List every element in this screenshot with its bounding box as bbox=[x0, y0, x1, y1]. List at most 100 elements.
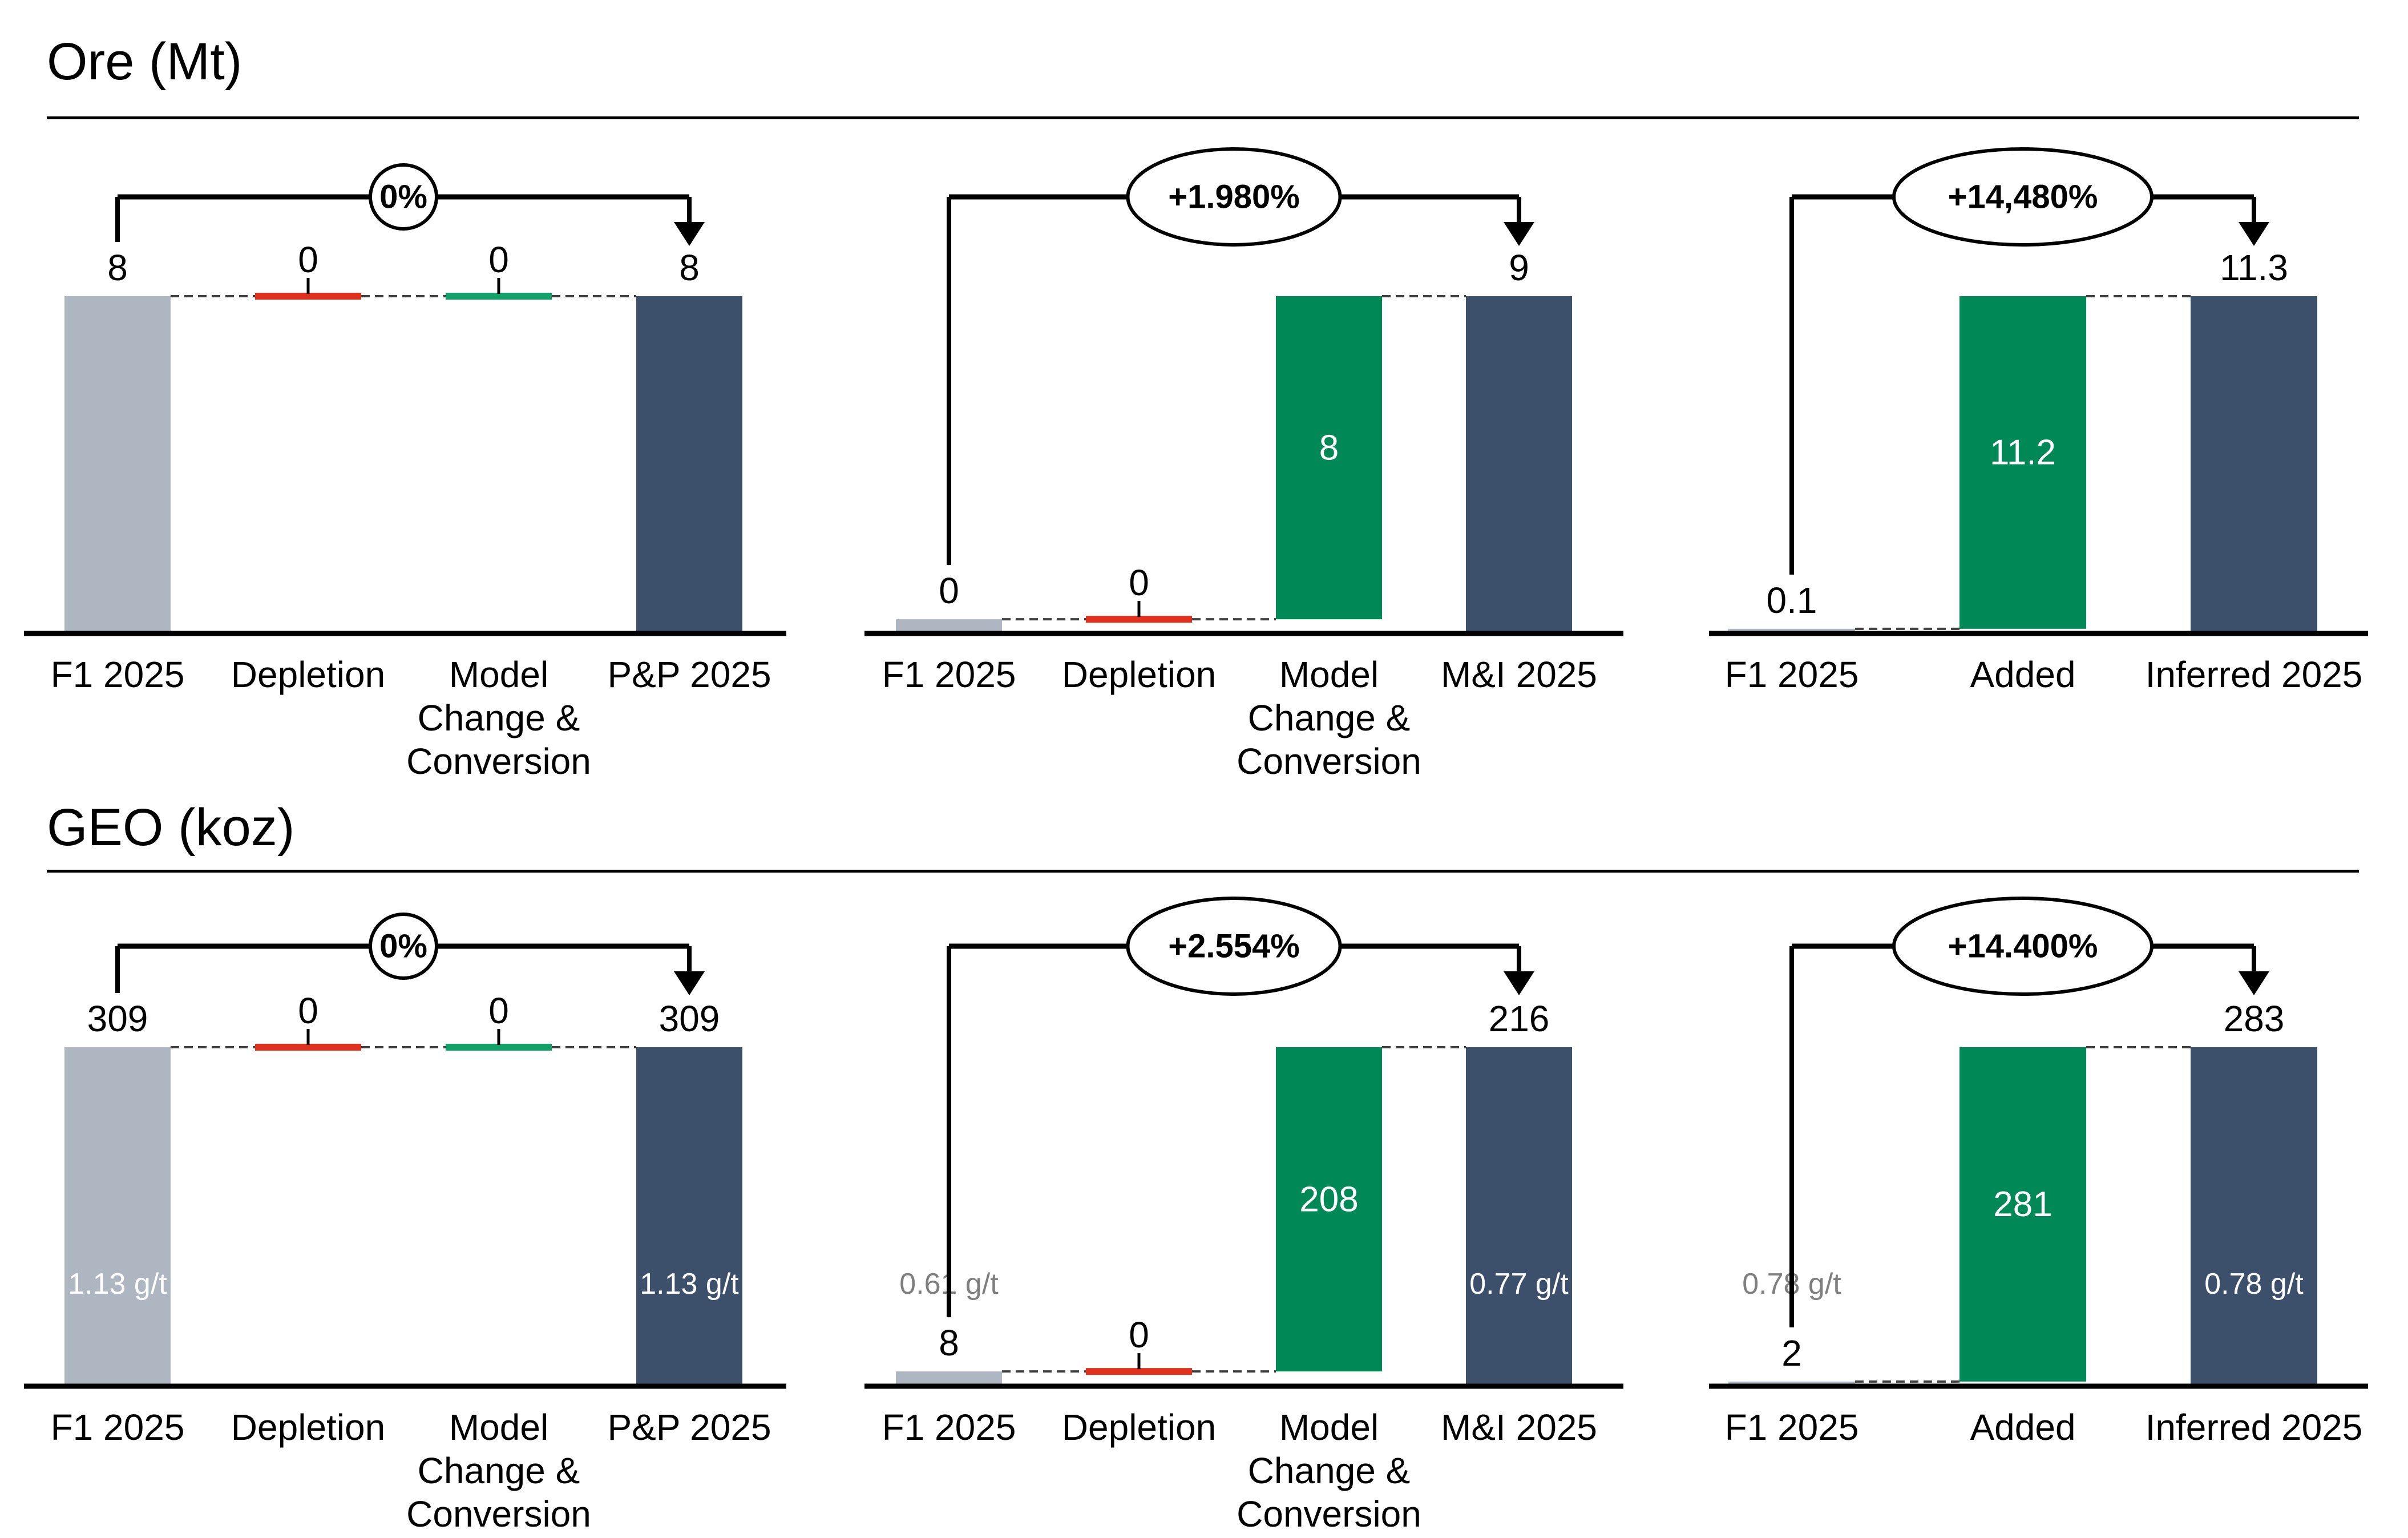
category-label-inferred-2025: Inferred 2025 bbox=[2146, 654, 2363, 695]
bar-m-i-2025 bbox=[1466, 1047, 1572, 1384]
category-label-model-change-conversion: Conversion bbox=[1237, 1493, 1421, 1535]
category-label-model-change-conversion: Conversion bbox=[1237, 741, 1421, 782]
value-label-f1-2025: 0.1 bbox=[1767, 580, 1817, 621]
category-label-f1-2025: F1 2025 bbox=[51, 1407, 185, 1448]
value-label-f1-2025: 8 bbox=[939, 1322, 959, 1363]
bar-added bbox=[1959, 296, 2086, 629]
in-bar-label-m-i-2025: 0.77 g/t bbox=[1469, 1267, 1569, 1301]
category-label-m-i-2025: M&I 2025 bbox=[1441, 654, 1597, 695]
in-bar-label-added: 281 bbox=[1993, 1185, 2052, 1224]
category-label-p-p-2025: P&P 2025 bbox=[607, 1407, 771, 1448]
arrowhead-down-icon bbox=[1504, 222, 1534, 246]
category-label-depletion: Depletion bbox=[1062, 1407, 1216, 1448]
bar-f1-2025 bbox=[896, 619, 1002, 631]
value-label-inferred-2025: 283 bbox=[2224, 998, 2285, 1039]
category-label-inferred-2025: Inferred 2025 bbox=[2146, 1407, 2363, 1448]
bar-model-change-conversion bbox=[1276, 1047, 1382, 1372]
value-label-m-i-2025: 216 bbox=[1489, 998, 1550, 1039]
category-label-f1-2025: F1 2025 bbox=[1725, 654, 1859, 695]
category-label-model-change-conversion: Conversion bbox=[406, 1493, 591, 1535]
value-label-depletion: 0 bbox=[298, 239, 318, 280]
bar-m-i-2025 bbox=[1466, 296, 1572, 631]
category-label-model-change-conversion: Change & bbox=[1248, 1450, 1411, 1491]
bar-model-change-conversion bbox=[1276, 296, 1382, 620]
arrowhead-down-icon bbox=[1504, 971, 1534, 995]
change-badge-label: +14.400% bbox=[1948, 928, 2098, 965]
value-label-depletion: 0 bbox=[1129, 562, 1149, 603]
category-label-model-change-conversion: Model bbox=[1279, 654, 1379, 695]
in-bar-label-model-change-conversion: 8 bbox=[1319, 429, 1339, 468]
section-title-ore: Ore (Mt) bbox=[47, 33, 243, 91]
zero-tick-model-change-conversion bbox=[446, 293, 552, 300]
in-bar-label-inferred-2025: 0.78 g/t bbox=[2204, 1267, 2304, 1301]
change-badge bbox=[1892, 147, 2154, 247]
section-divider-geo bbox=[47, 870, 2359, 873]
bar-f1-2025 bbox=[1728, 628, 1855, 631]
value-label-depletion: 0 bbox=[1129, 1314, 1149, 1355]
value-label-m-i-2025: 9 bbox=[1509, 247, 1529, 288]
zero-tick-depletion bbox=[255, 293, 361, 300]
zero-tick-model-change-conversion bbox=[446, 1044, 552, 1051]
waterfall-chart-3-geo-koz-p-p-2025: 309 1.13 g/t F1 2025 0 Depletion 0 ModelChange… bbox=[24, 913, 786, 1535]
category-label-model-change-conversion: Model bbox=[449, 1407, 548, 1448]
category-label-model-change-conversion: Model bbox=[449, 654, 548, 695]
bar-f1-2025 bbox=[64, 1047, 171, 1384]
category-label-model-change-conversion: Change & bbox=[418, 1450, 580, 1491]
change-badge-label: +2.554% bbox=[1168, 928, 1300, 965]
change-badge bbox=[369, 163, 438, 231]
value-label-model-change-conversion: 0 bbox=[488, 239, 509, 280]
arrowhead-down-icon bbox=[2239, 971, 2269, 995]
category-label-model-change-conversion: Conversion bbox=[406, 741, 591, 782]
value-label-p-p-2025: 8 bbox=[679, 247, 700, 288]
category-label-model-change-conversion: Change & bbox=[1248, 697, 1411, 738]
bar-f1-2025 bbox=[1728, 1381, 1855, 1384]
bar-inferred-2025 bbox=[2191, 1047, 2317, 1384]
zero-tick-depletion bbox=[255, 1044, 361, 1051]
bar-added bbox=[1959, 1047, 2086, 1382]
category-label-f1-2025: F1 2025 bbox=[882, 654, 1016, 695]
category-label-model-change-conversion: Change & bbox=[418, 697, 580, 738]
waterfall-chart-4-geo-koz-m-i-2025: 80.61 g/tF1 20250Depletion208ModelChange… bbox=[864, 897, 1623, 1535]
change-badge bbox=[1126, 897, 1342, 996]
category-label-depletion: Depletion bbox=[231, 1407, 385, 1448]
zero-tick-depletion bbox=[1086, 1368, 1192, 1375]
bar-p-p-2025 bbox=[636, 1047, 742, 1384]
category-label-p-p-2025: P&P 2025 bbox=[607, 654, 771, 695]
bar-p-p-2025 bbox=[636, 296, 742, 631]
category-label-model-change-conversion: Model bbox=[1279, 1407, 1379, 1448]
category-label-f1-2025: F1 2025 bbox=[882, 1407, 1016, 1448]
value-label-depletion: 0 bbox=[298, 990, 318, 1031]
arrowhead-down-icon bbox=[674, 971, 705, 995]
category-label-m-i-2025: M&I 2025 bbox=[1441, 1407, 1597, 1448]
in-bar-label-model-change-conversion: 208 bbox=[1299, 1180, 1358, 1220]
change-badge-label: +1.980% bbox=[1168, 179, 1300, 216]
section-title-geo: GEO (koz) bbox=[47, 798, 295, 857]
bar-inferred-2025 bbox=[2191, 296, 2317, 631]
value-label-f1-2025: 309 bbox=[87, 998, 148, 1039]
change-badge bbox=[369, 913, 438, 980]
category-label-f1-2025: F1 2025 bbox=[1725, 1407, 1859, 1448]
arrowhead-down-icon bbox=[674, 222, 705, 246]
value-label-f1-2025: 8 bbox=[107, 247, 128, 288]
category-label-depletion: Depletion bbox=[231, 654, 385, 695]
section-divider-ore bbox=[47, 116, 2359, 119]
category-label-depletion: Depletion bbox=[1062, 654, 1216, 695]
category-label-f1-2025: F1 2025 bbox=[51, 654, 185, 695]
category-label-added: Added bbox=[1970, 654, 2075, 695]
in-bar-label-p-p-2025: 1.13 g/t bbox=[640, 1267, 739, 1301]
value-label-p-p-2025: 309 bbox=[659, 998, 720, 1039]
value-label-f1-2025: 0 bbox=[939, 570, 959, 611]
category-label-added: Added bbox=[1970, 1407, 2075, 1448]
change-badge-label: 0% bbox=[379, 928, 427, 965]
arrowhead-down-icon bbox=[2239, 222, 2269, 246]
bar-f1-2025 bbox=[64, 296, 171, 631]
change-badge-label: 0% bbox=[379, 179, 427, 216]
value-label-f1-2025: 2 bbox=[1781, 1333, 1802, 1374]
zero-tick-depletion bbox=[1086, 616, 1192, 623]
change-badge bbox=[1892, 897, 2154, 996]
value-label-model-change-conversion: 0 bbox=[488, 990, 509, 1031]
